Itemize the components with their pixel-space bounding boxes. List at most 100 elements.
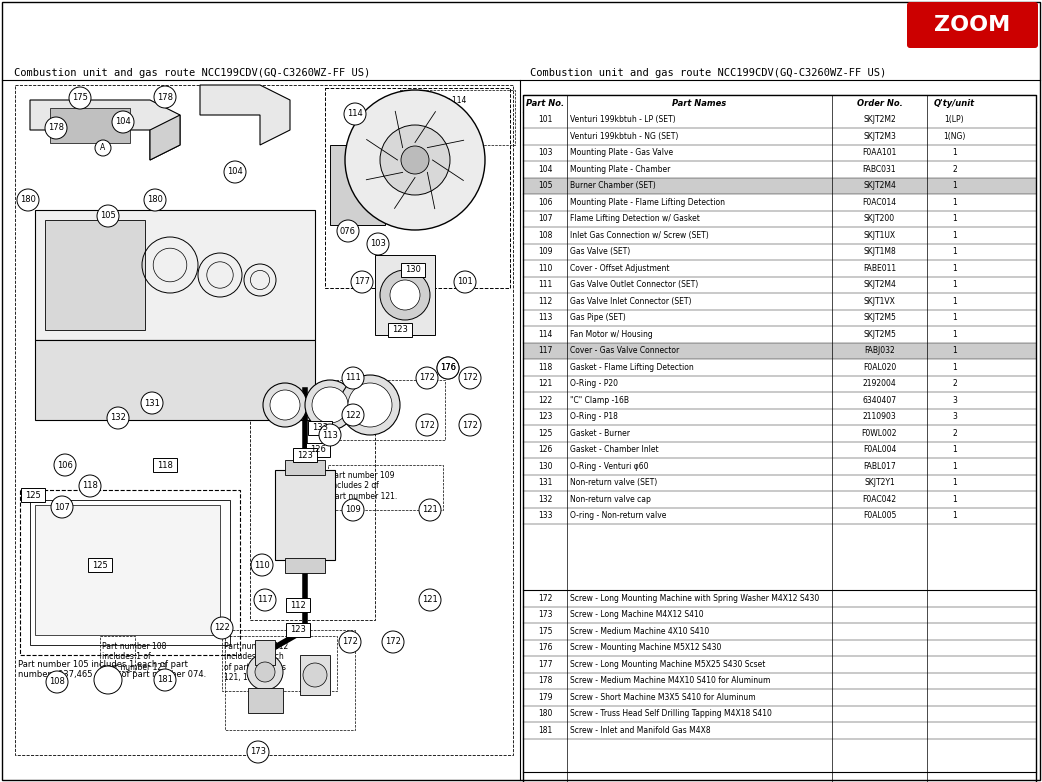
Bar xyxy=(523,128,1036,145)
Text: Screw - Short Machine M3X5 S410 for Aluminum: Screw - Short Machine M3X5 S410 for Alum… xyxy=(570,693,755,701)
Text: 105: 105 xyxy=(538,181,552,190)
Text: Screw - Truss Head Self Drilling Tapping M4X18 S410: Screw - Truss Head Self Drilling Tapping… xyxy=(570,709,772,718)
Text: SKJT2M5: SKJT2M5 xyxy=(863,330,896,339)
Text: 125: 125 xyxy=(25,490,41,500)
Text: 177: 177 xyxy=(354,278,370,286)
Text: Gas Valve Outlet Connector (SET): Gas Valve Outlet Connector (SET) xyxy=(570,280,698,289)
Bar xyxy=(250,390,375,620)
Text: Part number 112
includes 1 each
of part numbers
121, 123.: Part number 112 includes 1 each of part … xyxy=(224,642,289,682)
Text: 178: 178 xyxy=(538,676,552,685)
Polygon shape xyxy=(150,115,180,160)
Bar xyxy=(523,326,1036,343)
Text: FABL017: FABL017 xyxy=(863,461,896,471)
Text: 122: 122 xyxy=(538,396,552,405)
Circle shape xyxy=(416,414,438,436)
Bar xyxy=(222,636,337,691)
Text: 125: 125 xyxy=(92,561,108,569)
Circle shape xyxy=(247,654,283,690)
Text: 175: 175 xyxy=(538,626,552,636)
Bar xyxy=(388,323,412,337)
Circle shape xyxy=(454,271,476,293)
Circle shape xyxy=(344,103,366,125)
Text: 176: 176 xyxy=(538,644,552,652)
Circle shape xyxy=(458,414,481,436)
Text: F0AC014: F0AC014 xyxy=(863,198,896,206)
Circle shape xyxy=(437,357,458,379)
Bar xyxy=(523,310,1036,326)
Text: F0AL020: F0AL020 xyxy=(863,363,896,371)
Text: Gas Valve Inlet Connector (SET): Gas Valve Inlet Connector (SET) xyxy=(570,296,692,306)
Text: F0AC042: F0AC042 xyxy=(863,495,896,504)
Text: 103: 103 xyxy=(538,149,552,157)
Text: 1: 1 xyxy=(952,181,957,190)
Text: 177: 177 xyxy=(538,660,552,669)
Text: Mounting Plate - Flame Lifting Detection: Mounting Plate - Flame Lifting Detection xyxy=(570,198,725,206)
Text: 123: 123 xyxy=(290,626,306,634)
Text: Gasket - Flame Lifting Detection: Gasket - Flame Lifting Detection xyxy=(570,363,694,371)
Text: 113: 113 xyxy=(538,314,552,322)
Bar xyxy=(523,260,1036,277)
FancyBboxPatch shape xyxy=(907,2,1038,48)
Text: 172: 172 xyxy=(462,374,478,382)
Text: 179: 179 xyxy=(538,693,552,701)
Text: Part Names: Part Names xyxy=(672,99,726,108)
Text: 172: 172 xyxy=(342,637,358,647)
Text: 172: 172 xyxy=(419,421,435,429)
Bar xyxy=(325,380,445,440)
Bar xyxy=(30,500,230,645)
Text: 180: 180 xyxy=(147,196,163,205)
Bar xyxy=(21,488,45,502)
Circle shape xyxy=(337,220,359,242)
Circle shape xyxy=(342,367,364,389)
Circle shape xyxy=(270,390,300,420)
Text: A: A xyxy=(100,144,105,152)
Circle shape xyxy=(263,383,307,427)
Circle shape xyxy=(17,189,39,211)
Text: Non-return valve cap: Non-return valve cap xyxy=(570,495,651,504)
Text: SKJT1UX: SKJT1UX xyxy=(864,231,895,240)
Text: 118: 118 xyxy=(82,482,98,490)
Circle shape xyxy=(419,589,441,611)
Text: Screw - Long Mounting Machine M5X25 S430 Scset: Screw - Long Mounting Machine M5X25 S430… xyxy=(570,660,766,669)
Bar xyxy=(50,108,130,143)
Circle shape xyxy=(380,270,430,320)
Text: F0AA101: F0AA101 xyxy=(863,149,897,157)
Text: Part number 109
includes 2 of
part number 121.: Part number 109 includes 2 of part numbe… xyxy=(330,471,397,500)
Text: 113: 113 xyxy=(322,431,338,439)
Circle shape xyxy=(419,499,441,521)
Text: 118: 118 xyxy=(157,461,173,469)
Text: Non-return valve (SET): Non-return valve (SET) xyxy=(570,479,658,487)
Text: Part number 108
includes 1 of
part number 123.: Part number 108 includes 1 of part numbe… xyxy=(102,642,170,672)
Text: 3: 3 xyxy=(952,396,957,405)
Bar xyxy=(45,220,145,330)
Text: 126: 126 xyxy=(538,445,552,454)
Text: 1(LP): 1(LP) xyxy=(945,115,964,124)
Text: O-Ring - P18: O-Ring - P18 xyxy=(570,412,618,421)
Circle shape xyxy=(210,617,233,639)
Text: 1: 1 xyxy=(952,149,957,157)
Circle shape xyxy=(303,663,327,687)
Text: 118: 118 xyxy=(538,363,552,371)
Text: 130: 130 xyxy=(405,266,421,274)
Text: 181: 181 xyxy=(538,726,552,735)
Bar xyxy=(225,630,355,730)
Bar xyxy=(325,88,510,288)
Bar xyxy=(20,490,240,655)
Text: Venturi 199kbtuh - LP (SET): Venturi 199kbtuh - LP (SET) xyxy=(570,115,675,124)
Circle shape xyxy=(224,161,246,183)
Bar xyxy=(255,640,275,665)
Circle shape xyxy=(401,146,429,174)
Text: 2110903: 2110903 xyxy=(863,412,896,421)
Text: 133: 133 xyxy=(538,511,552,520)
Bar xyxy=(523,161,1036,178)
Text: 173: 173 xyxy=(250,748,266,756)
Circle shape xyxy=(154,669,176,691)
Text: F0WL002: F0WL002 xyxy=(862,429,897,438)
Bar xyxy=(523,359,1036,375)
Bar xyxy=(275,470,334,560)
Text: 1: 1 xyxy=(952,363,957,371)
Text: 112: 112 xyxy=(538,296,552,306)
Text: 6340407: 6340407 xyxy=(863,396,896,405)
Text: Screw - Mounting Machine M5X12 S430: Screw - Mounting Machine M5X12 S430 xyxy=(570,644,721,652)
Text: Screw - Medium Machine 4X10 S410: Screw - Medium Machine 4X10 S410 xyxy=(570,626,710,636)
